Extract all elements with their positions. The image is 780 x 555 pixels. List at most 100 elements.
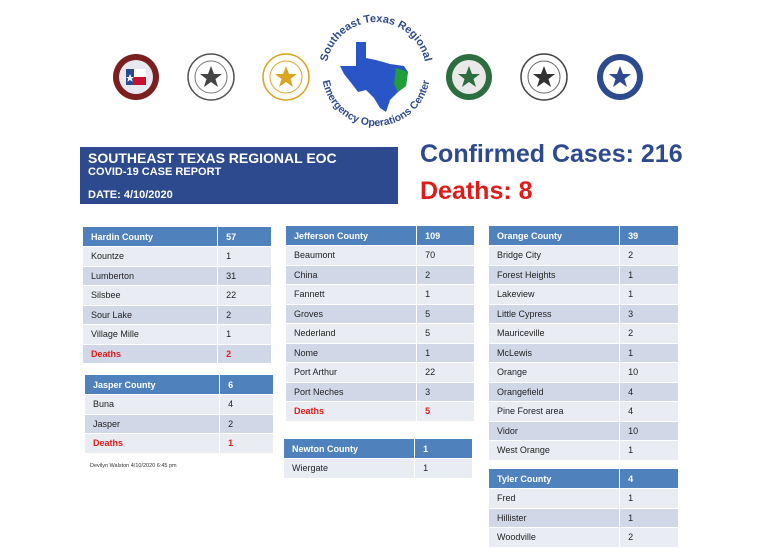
city-name: West Orange bbox=[489, 440, 621, 461]
city-name: Orange bbox=[489, 362, 621, 383]
city-name: Buna bbox=[85, 394, 221, 415]
county-seal-3 bbox=[262, 53, 310, 101]
city-count: 4 bbox=[219, 394, 274, 415]
table-row: Village Mille 1 bbox=[83, 324, 272, 345]
city-name: Fred bbox=[489, 488, 621, 509]
newton-county-table: Newton County 1 Wiergate 1 bbox=[284, 439, 473, 479]
county-total: 39 bbox=[619, 226, 679, 246]
table-row: McLewis 1 bbox=[489, 343, 679, 363]
county-seal-2 bbox=[187, 53, 235, 101]
city-name: Wiergate bbox=[284, 458, 416, 479]
table-row: Fred 1 bbox=[489, 488, 679, 509]
city-name: Lumberton bbox=[83, 266, 219, 286]
table-header: Jefferson County 109 bbox=[286, 226, 475, 246]
city-name: Pine Forest area bbox=[489, 401, 621, 422]
city-count: 5 bbox=[416, 304, 475, 324]
table-header: Jasper County 6 bbox=[85, 375, 274, 395]
county-name: Jasper County bbox=[85, 375, 221, 395]
city-count: 1 bbox=[619, 488, 679, 509]
table-row: Orange 10 bbox=[489, 362, 679, 383]
city-count: 5 bbox=[416, 323, 475, 344]
city-name: Nome bbox=[286, 343, 418, 363]
deaths-row: Deaths 1 bbox=[85, 433, 274, 454]
signature-note: Devilyn Walston 4/10/2020 6:45 pm bbox=[90, 463, 177, 469]
table-row: Beaumont 70 bbox=[286, 245, 475, 266]
city-count: 2 bbox=[217, 305, 272, 325]
deaths-row: Deaths 2 bbox=[83, 344, 272, 364]
city-count: 1 bbox=[619, 440, 679, 461]
city-count: 1 bbox=[619, 265, 679, 285]
city-name: Mauriceville bbox=[489, 323, 621, 344]
county-name: Jefferson County bbox=[286, 226, 418, 246]
total-deaths: Deaths: 8 bbox=[420, 177, 533, 205]
table-row: Nederland 5 bbox=[286, 323, 475, 344]
table-header: Newton County 1 bbox=[284, 439, 473, 459]
city-count: 4 bbox=[619, 382, 679, 402]
city-name: Sour Lake bbox=[83, 305, 219, 325]
city-count: 22 bbox=[217, 285, 272, 306]
table-row: Fannett 1 bbox=[286, 284, 475, 305]
banner-subtitle: COVID-19 CASE REPORT bbox=[88, 166, 222, 178]
county-total: 1 bbox=[414, 439, 473, 459]
county-name: Hardin County bbox=[83, 227, 219, 247]
county-total: 6 bbox=[219, 375, 274, 395]
table-row: Buna 4 bbox=[85, 394, 274, 415]
city-name: China bbox=[286, 265, 418, 285]
city-count: 10 bbox=[619, 362, 679, 383]
table-row: Groves 5 bbox=[286, 304, 475, 324]
deaths-count: 5 bbox=[416, 401, 475, 422]
deaths-row: Deaths 5 bbox=[286, 401, 475, 422]
table-row: Lakeview 1 bbox=[489, 284, 679, 305]
table-row: Vidor 10 bbox=[489, 421, 679, 441]
deaths-count: 2 bbox=[217, 344, 272, 364]
table-row: Little Cypress 3 bbox=[489, 304, 679, 324]
table-row: Mauriceville 2 bbox=[489, 323, 679, 344]
jefferson-county-table: Jefferson County 109 Beaumont 70 China 2 F… bbox=[286, 226, 475, 422]
county-total: 109 bbox=[416, 226, 475, 246]
deaths-count: 1 bbox=[219, 433, 274, 454]
city-count: 2 bbox=[619, 527, 679, 548]
county-seal-4 bbox=[445, 53, 493, 101]
city-count: 1 bbox=[619, 284, 679, 305]
table-row: China 2 bbox=[286, 265, 475, 285]
county-total: 4 bbox=[619, 469, 679, 489]
banner-date: DATE: 4/10/2020 bbox=[88, 189, 173, 201]
regional-eoc-logo: Southeast Texas Regional Emergency Opera… bbox=[312, 8, 440, 136]
table-row: Woodville 2 bbox=[489, 527, 679, 548]
city-name: Lakeview bbox=[489, 284, 621, 305]
city-count: 3 bbox=[619, 304, 679, 324]
table-row: Port Neches 3 bbox=[286, 382, 475, 402]
county-seal-5 bbox=[520, 53, 568, 101]
table-row: Silsbee 22 bbox=[83, 285, 272, 306]
orange-county-table: Orange County 39 Bridge City 2 Forest Hei… bbox=[489, 226, 679, 461]
city-name: Silsbee bbox=[83, 285, 219, 306]
table-row: Bridge City 2 bbox=[489, 245, 679, 266]
table-header: Orange County 39 bbox=[489, 226, 679, 246]
table-row: Forest Heights 1 bbox=[489, 265, 679, 285]
hardin-county-table: Hardin County 57 Kountze 1 Lumberton 31 Si… bbox=[83, 227, 272, 364]
table-row: Lumberton 31 bbox=[83, 266, 272, 286]
table-row: Jasper 2 bbox=[85, 414, 274, 434]
city-count: 1 bbox=[217, 324, 272, 345]
city-count: 2 bbox=[219, 414, 274, 434]
city-name: Woodville bbox=[489, 527, 621, 548]
city-count: 22 bbox=[416, 362, 475, 383]
table-row: Wiergate 1 bbox=[284, 458, 473, 479]
table-row: West Orange 1 bbox=[489, 440, 679, 461]
city-name: Fannett bbox=[286, 284, 418, 305]
table-row: Nome 1 bbox=[286, 343, 475, 363]
banner-title: SOUTHEAST TEXAS REGIONAL EOC bbox=[88, 150, 337, 166]
deaths-label: Deaths bbox=[286, 401, 418, 422]
table-header: Hardin County 57 bbox=[83, 227, 272, 247]
deaths-label: Deaths bbox=[83, 344, 219, 364]
city-count: 1 bbox=[619, 508, 679, 528]
jasper-county-table: Jasper County 6 Buna 4 Jasper 2 Deaths 1 bbox=[85, 375, 274, 454]
table-row: Kountze 1 bbox=[83, 246, 272, 267]
city-count: 1 bbox=[217, 246, 272, 267]
city-count: 31 bbox=[217, 266, 272, 286]
county-seal-1 bbox=[112, 53, 160, 101]
city-count: 10 bbox=[619, 421, 679, 441]
city-count: 2 bbox=[619, 323, 679, 344]
county-name: Tyler County bbox=[489, 469, 621, 489]
city-name: Orangefield bbox=[489, 382, 621, 402]
